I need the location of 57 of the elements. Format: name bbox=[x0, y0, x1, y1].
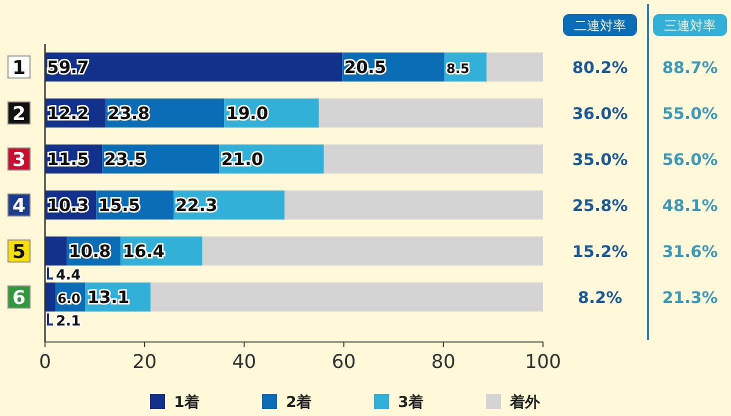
data-label: 2.1 bbox=[56, 314, 81, 330]
text: 80.2% bbox=[572, 58, 628, 77]
text: 15.2% bbox=[572, 242, 628, 261]
data-label: 6.0 bbox=[57, 292, 80, 307]
bar bbox=[324, 144, 543, 174]
text: 36.0% bbox=[572, 104, 628, 123]
text: 三連対率 bbox=[664, 18, 716, 34]
data-label: 4.4 bbox=[56, 268, 82, 284]
bar bbox=[45, 282, 56, 312]
data-label: 11.5 bbox=[47, 150, 89, 170]
x-tick-label: 0 bbox=[38, 351, 52, 373]
bar bbox=[486, 52, 543, 82]
text: 21.3% bbox=[662, 288, 718, 307]
data-label: 13.1 bbox=[87, 288, 130, 308]
text: 25.8% bbox=[572, 196, 628, 215]
data-label: 22.3 bbox=[175, 196, 218, 216]
text: 31.6% bbox=[662, 242, 718, 261]
text: 88.7% bbox=[662, 58, 718, 77]
y-tick-label: 3 bbox=[12, 149, 26, 171]
data-label: 10.3 bbox=[47, 196, 89, 216]
text: 55.0% bbox=[662, 104, 718, 123]
text: 8.2% bbox=[578, 288, 622, 307]
y-tick-label: 2 bbox=[12, 103, 26, 125]
legend-label: 2着 bbox=[286, 393, 312, 411]
data-label: 19.0 bbox=[226, 104, 268, 124]
x-tick-label: 100 bbox=[524, 351, 562, 373]
legend-label: 着外 bbox=[509, 393, 541, 411]
bar bbox=[202, 236, 543, 266]
x-tick-label: 20 bbox=[132, 351, 157, 373]
y-tick-label: 4 bbox=[12, 195, 26, 217]
data-label: 16.4 bbox=[122, 242, 165, 262]
data-label: 8.5 bbox=[446, 62, 470, 77]
data-label: 59.7 bbox=[47, 58, 89, 78]
bar bbox=[150, 282, 543, 312]
x-tick-label: 80 bbox=[431, 351, 456, 373]
data-label: 10.8 bbox=[68, 242, 111, 262]
legend-label: 1着 bbox=[174, 393, 200, 411]
data-label: 20.5 bbox=[344, 58, 386, 78]
bar bbox=[45, 52, 342, 82]
data-label: 21.0 bbox=[221, 150, 264, 170]
data-label: 23.5 bbox=[104, 150, 146, 170]
text: 二連対率 bbox=[574, 18, 626, 34]
data-label: 12.2 bbox=[47, 104, 89, 124]
bar bbox=[45, 236, 67, 266]
x-tick-label: 40 bbox=[232, 351, 256, 373]
text: 35.0% bbox=[572, 150, 628, 169]
data-label: 23.8 bbox=[108, 104, 150, 124]
text: 56.0% bbox=[662, 150, 718, 169]
y-tick-label: 1 bbox=[12, 57, 26, 79]
bar bbox=[284, 190, 543, 220]
y-tick-label: 6 bbox=[12, 287, 26, 309]
x-tick-label: 60 bbox=[332, 351, 356, 373]
text: 48.1% bbox=[662, 196, 718, 215]
legend-label: 3着 bbox=[398, 393, 424, 411]
y-tick-label: 5 bbox=[12, 241, 26, 263]
bar bbox=[318, 98, 543, 128]
data-label: 15.5 bbox=[98, 196, 140, 216]
